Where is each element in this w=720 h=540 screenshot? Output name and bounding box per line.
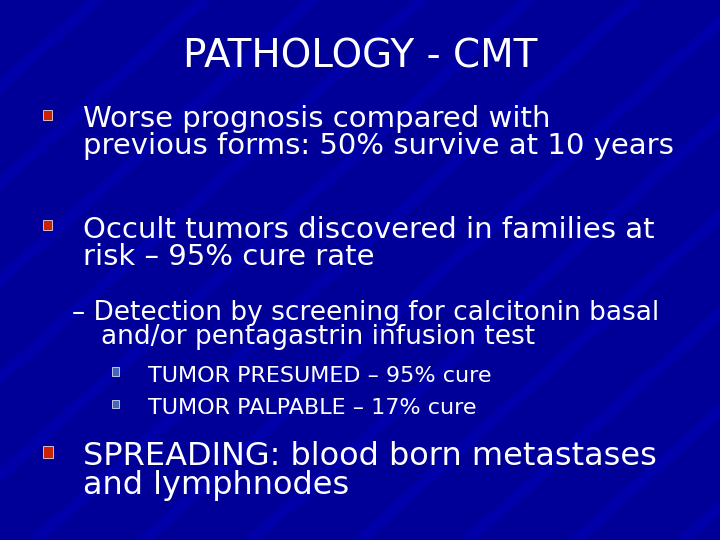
FancyBboxPatch shape xyxy=(43,110,52,120)
Text: TUMOR PRESUMED – 95% cure: TUMOR PRESUMED – 95% cure xyxy=(148,366,491,386)
Text: and/or pentagastrin infusion test: and/or pentagastrin infusion test xyxy=(101,324,535,350)
Text: TUMOR PALPABLE – 17% cure: TUMOR PALPABLE – 17% cure xyxy=(148,398,476,418)
Text: and lymphnodes: and lymphnodes xyxy=(83,470,349,501)
Text: – Detection by screening for calcitonin basal: – Detection by screening for calcitonin … xyxy=(72,300,660,326)
Text: Occult tumors discovered in families at: Occult tumors discovered in families at xyxy=(83,216,654,244)
Text: PATHOLOGY - CMT: PATHOLOGY - CMT xyxy=(183,38,537,76)
Text: Worse prognosis compared with: Worse prognosis compared with xyxy=(83,105,550,133)
FancyBboxPatch shape xyxy=(43,220,52,231)
FancyBboxPatch shape xyxy=(43,446,53,458)
FancyBboxPatch shape xyxy=(112,400,119,408)
Text: previous forms: 50% survive at 10 years: previous forms: 50% survive at 10 years xyxy=(83,132,674,160)
Text: SPREADING: blood born metastases: SPREADING: blood born metastases xyxy=(83,441,657,472)
FancyBboxPatch shape xyxy=(112,367,119,375)
Text: risk – 95% cure rate: risk – 95% cure rate xyxy=(83,243,374,271)
